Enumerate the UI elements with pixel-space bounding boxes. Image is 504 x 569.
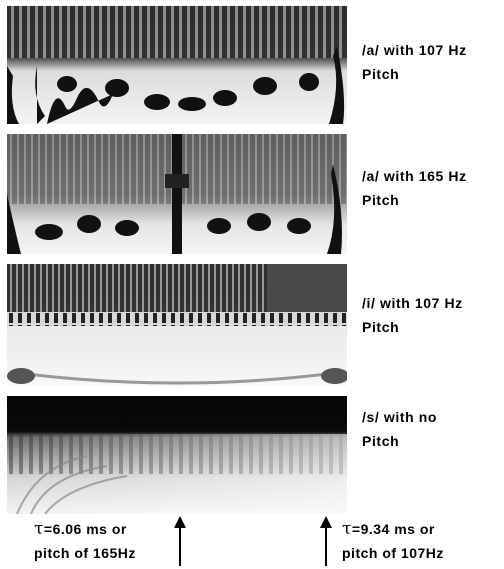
caption-a-165hz-line2: Pitch xyxy=(362,192,400,208)
caption-a-107hz-line2: Pitch xyxy=(362,66,400,82)
annotation-107hz: τ=9.34 ms or pitch of 107Hz xyxy=(342,517,502,565)
caption-a-107hz: /a/ with 107 Hz Pitch xyxy=(362,38,502,86)
autocorrelogram-i-107hz-image xyxy=(7,264,347,386)
arrow-up-icon-107hz xyxy=(320,516,332,566)
annotation-107hz-line1: τ=9.34 ms or xyxy=(342,517,502,541)
caption-a-165hz: /a/ with 165 Hz Pitch xyxy=(362,164,502,212)
autocorrelogram-a-107hz-image xyxy=(7,6,347,124)
autocorrelogram-a-107hz xyxy=(7,6,347,124)
autocorrelogram-a-165hz-image xyxy=(7,134,347,254)
autocorrelogram-a-165hz xyxy=(7,134,347,254)
autocorrelogram-s-no-pitch xyxy=(7,396,347,514)
annotation-165hz: τ=6.06 ms or pitch of 165Hz xyxy=(34,517,194,565)
tau-symbol: τ xyxy=(34,519,44,539)
arrow-up-icon-165hz xyxy=(174,516,186,566)
annotation-165hz-line2: pitch of 165Hz xyxy=(34,545,136,561)
autocorrelogram-i-107hz xyxy=(7,264,347,386)
caption-a-107hz-line1: /a/ with 107 Hz xyxy=(362,42,467,58)
annotation-165hz-value: =6.06 ms or xyxy=(43,521,127,537)
caption-s-no-pitch-line1: /s/ with no xyxy=(362,409,438,425)
caption-i-107hz-line1: /i/ with 107 Hz xyxy=(362,295,463,311)
caption-s-no-pitch-line2: Pitch xyxy=(362,433,400,449)
autocorrelogram-s-no-pitch-image xyxy=(7,396,347,514)
annotation-165hz-line1: τ=6.06 ms or xyxy=(34,517,194,541)
annotation-107hz-line2: pitch of 107Hz xyxy=(342,545,444,561)
caption-a-165hz-line1: /a/ with 165 Hz xyxy=(362,168,467,184)
annotation-107hz-value: =9.34 ms or xyxy=(351,521,435,537)
caption-i-107hz-line2: Pitch xyxy=(362,319,400,335)
tau-symbol: τ xyxy=(342,519,352,539)
caption-i-107hz: /i/ with 107 Hz Pitch xyxy=(362,291,502,339)
caption-s-no-pitch: /s/ with no Pitch xyxy=(362,405,502,453)
